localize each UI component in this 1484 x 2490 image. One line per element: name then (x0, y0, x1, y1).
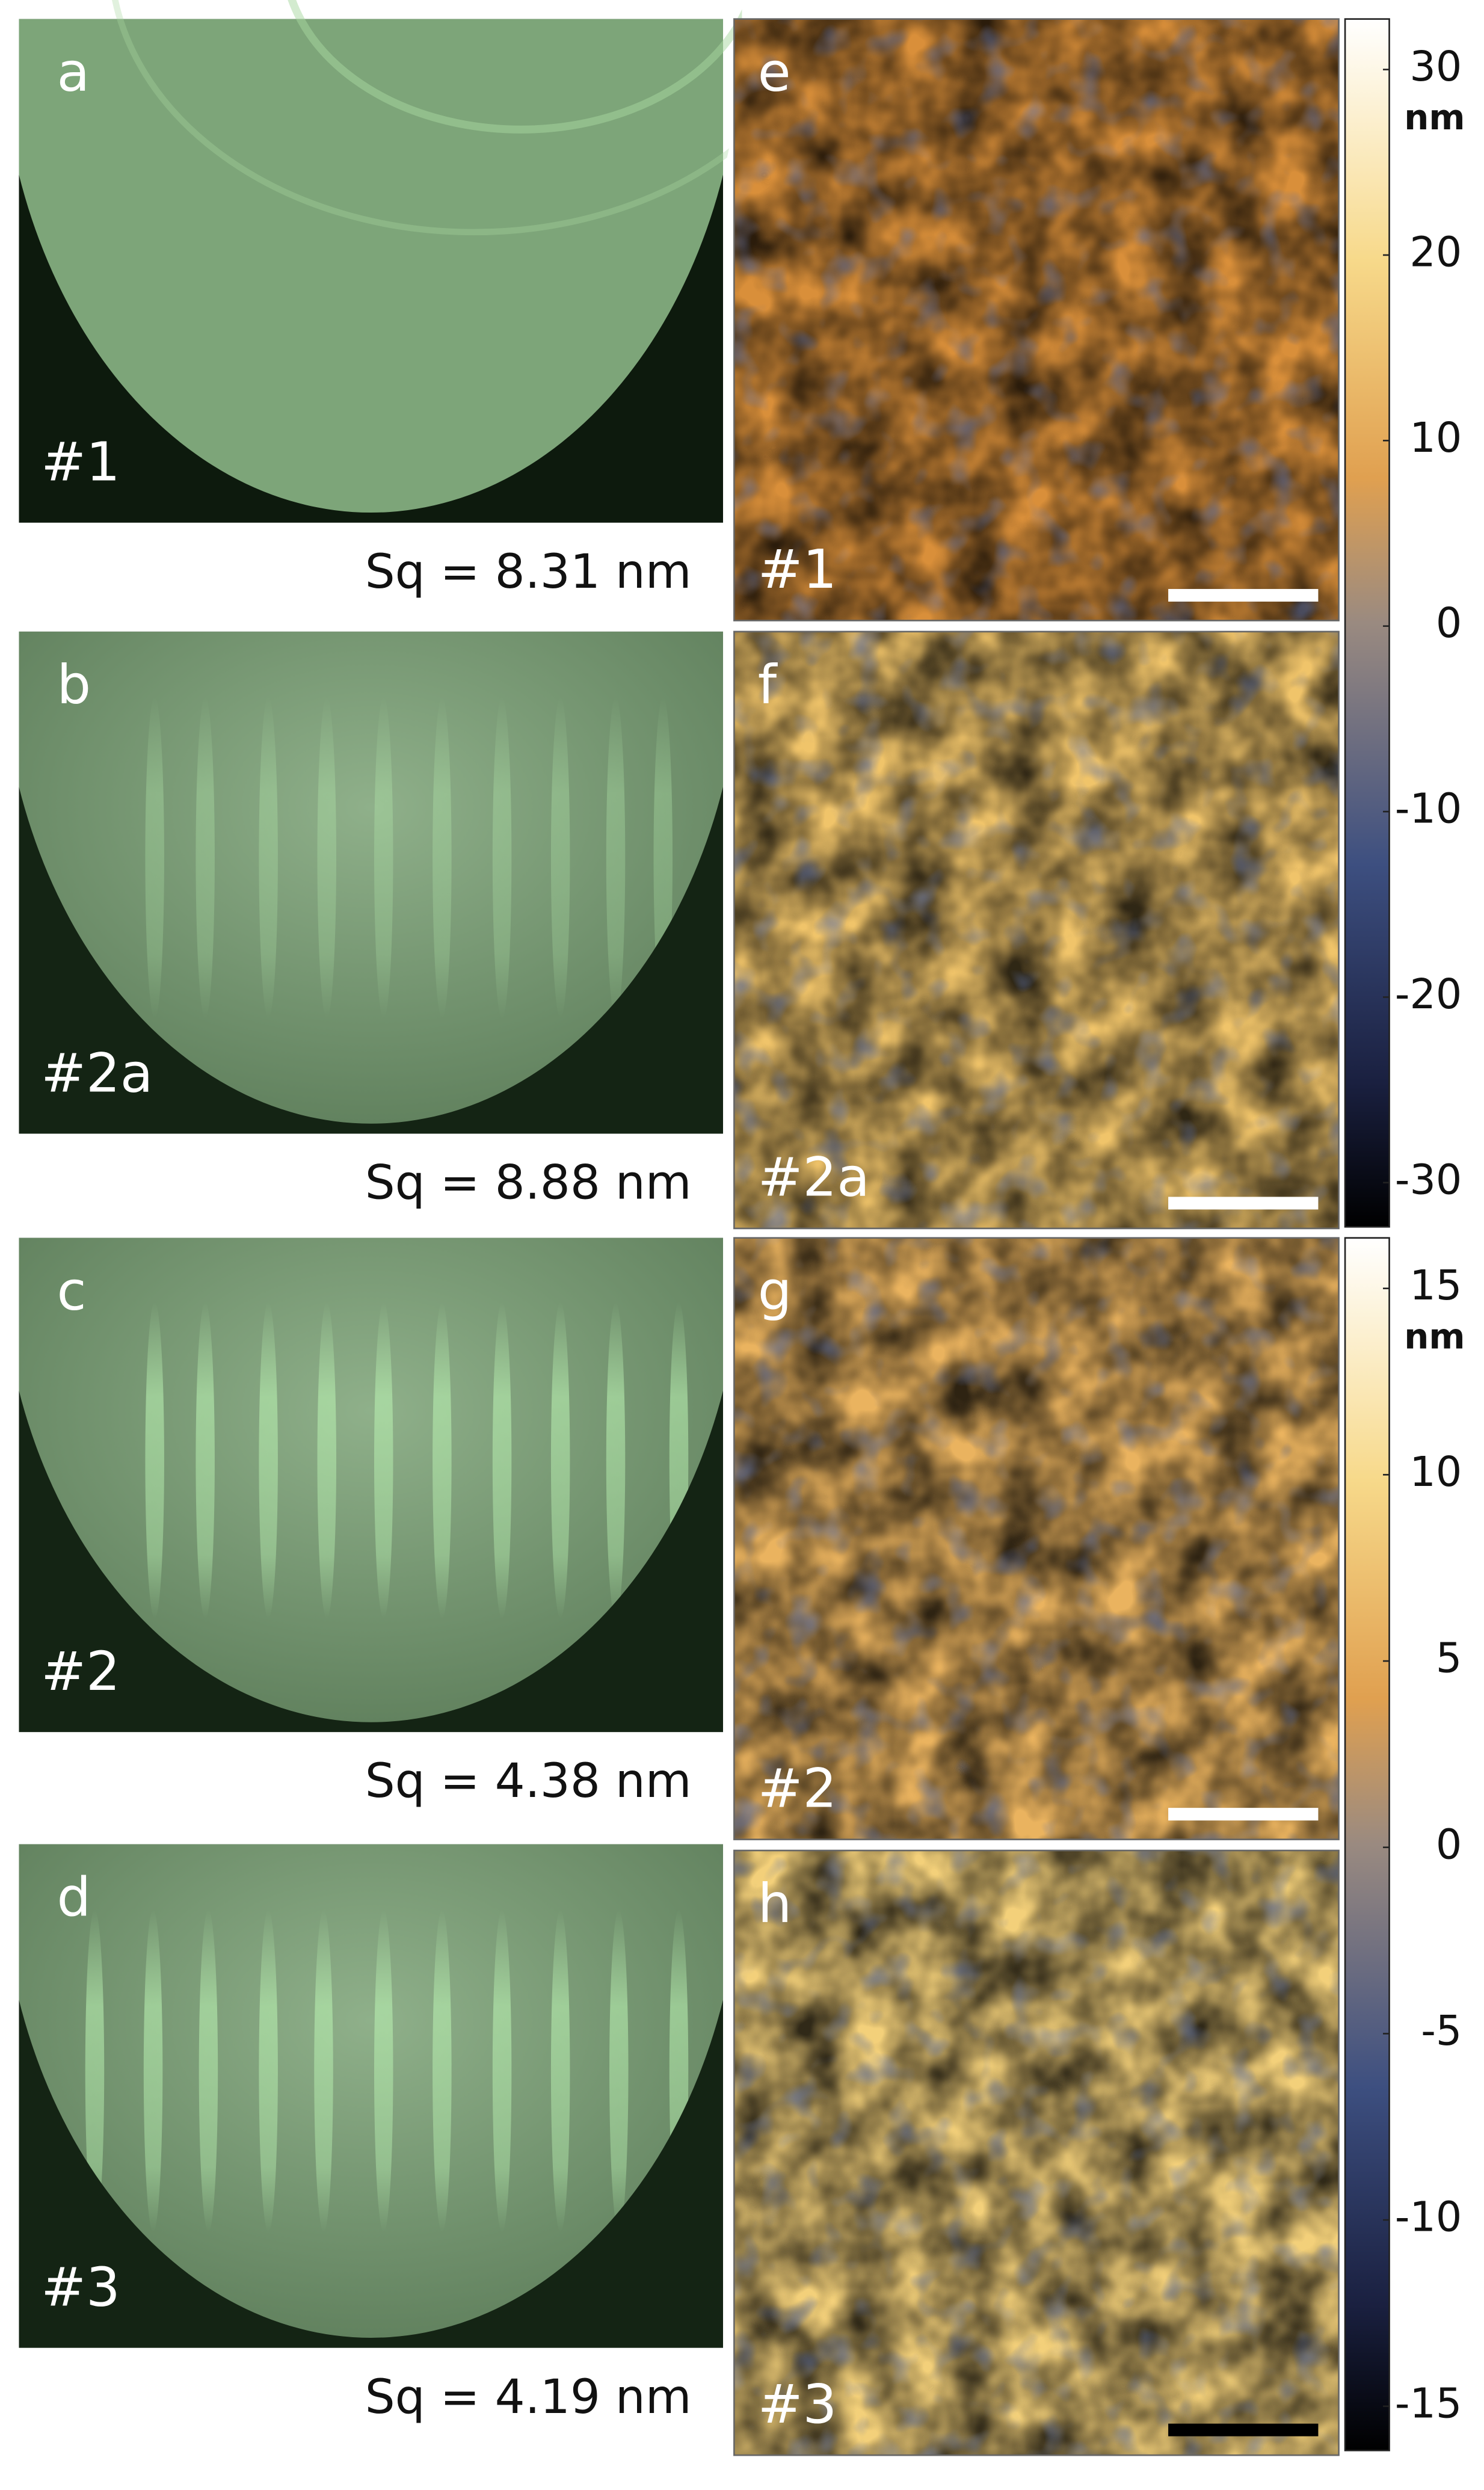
colorbar-tick-label: 10 (1409, 1449, 1462, 1496)
streak (199, 1909, 218, 2233)
sample-label: #2 (41, 1641, 120, 1703)
panel-border (733, 1849, 1340, 2456)
streak (259, 1302, 278, 1619)
scale-bar (1168, 1808, 1319, 1821)
afm-panel: e #1 (733, 18, 1340, 621)
streak (374, 1302, 393, 1619)
rheed-panel: d #3 Sq = 4.19 nm (19, 1844, 724, 2424)
colorbar-unit: nm (1404, 97, 1465, 138)
colorbar-tick-label: -5 (1421, 2008, 1462, 2055)
rheed-panel: b #2a Sq = 8.88 nm (19, 631, 724, 1210)
colorbar-unit: nm (1404, 1316, 1465, 1357)
colorbar: nm 30 20 10 0 -10 -20 -30 (1344, 18, 1465, 1228)
panel-letter: g (758, 1260, 792, 1323)
colorbar-gradient (1344, 18, 1390, 1228)
streak (433, 697, 452, 1018)
sample-label: #3 (41, 2257, 120, 2319)
roughness-label: Sq = 4.19 nm (365, 2369, 692, 2424)
sample-label: #1 (41, 431, 120, 494)
roughness-label: Sq = 8.31 nm (365, 544, 692, 599)
streak (196, 1302, 215, 1619)
streak (314, 1909, 333, 2233)
scale-bar (1168, 1197, 1319, 1210)
colorbar: nm 15 10 5 0 -5 -10 -15 (1344, 1237, 1465, 2451)
colorbar-tick-label: 5 (1436, 1635, 1462, 1683)
afm-pits (734, 19, 1339, 621)
streak (143, 1909, 163, 2233)
afm-pits (734, 631, 1339, 1228)
streak (550, 1302, 570, 1619)
colorbar-tick-label: 0 (1436, 600, 1462, 647)
colorbar-tick-label: -15 (1395, 2380, 1462, 2427)
panel-letter: e (758, 41, 791, 103)
streak (492, 1302, 512, 1619)
ring (280, 0, 742, 134)
panel-letter: a (57, 41, 90, 103)
streak (609, 1909, 629, 2233)
colorbar-tick-label: 10 (1409, 414, 1462, 462)
panel-letter: f (758, 654, 778, 716)
sample-label: #2a (758, 1147, 870, 1209)
streak (550, 1909, 570, 2233)
afm-panel: f #2a (733, 630, 1340, 1230)
streak (85, 1909, 105, 2233)
rheed-panel: c #2 Sq = 4.38 nm (19, 1237, 724, 1808)
streak (550, 697, 570, 1018)
rheed-panel: a #1 Sq = 8.31 nm (19, 0, 742, 599)
afm-panel: h #3 (733, 1849, 1340, 2456)
ring (107, 0, 742, 236)
streak (433, 1302, 452, 1619)
afm-pits (734, 1850, 1339, 2456)
colorbar-tick-label: -10 (1395, 2194, 1462, 2242)
streak (606, 697, 626, 1018)
sample-label: #2 (758, 1757, 837, 1820)
streak (196, 697, 215, 1018)
streak (606, 1302, 626, 1619)
roughness-label: Sq = 8.88 nm (365, 1155, 692, 1210)
streak (259, 1909, 278, 2233)
sample-label: #2a (41, 1042, 153, 1105)
streak (492, 1909, 512, 2233)
panel-border (733, 630, 1340, 1230)
colorbar-gradient (1344, 1237, 1390, 2451)
scale-bar (1168, 2423, 1319, 2436)
streak (259, 697, 278, 1018)
panel-border (733, 1237, 1340, 1840)
streak (317, 697, 337, 1018)
afm-pits (734, 1237, 1339, 1840)
colorbar-tick-label: -10 (1395, 786, 1462, 833)
streak (317, 1302, 337, 1619)
panel-letter: b (57, 654, 91, 716)
colorbar-tick-label: 20 (1409, 229, 1462, 277)
afm-panel: g #2 (733, 1237, 1340, 1840)
streak (145, 697, 164, 1018)
streak (374, 1909, 393, 2233)
panel-border (733, 18, 1340, 621)
streak (433, 1909, 452, 2233)
streak (492, 697, 512, 1018)
panel-letter: d (57, 1866, 91, 1929)
panel-letter: h (758, 1873, 792, 1935)
streak (374, 697, 393, 1018)
scale-bar (1168, 589, 1319, 602)
sample-label: #1 (758, 538, 837, 601)
colorbar-tick-label: 30 (1409, 43, 1462, 91)
colorbar-tick-label: -20 (1395, 971, 1462, 1018)
streak (145, 1302, 164, 1619)
colorbar-tick-label: -30 (1395, 1156, 1462, 1204)
colorbar-tick-label: 0 (1436, 1821, 1462, 1869)
panel-letter: c (57, 1260, 86, 1323)
colorbar-tick-label: 15 (1409, 1262, 1462, 1310)
sample-label: #3 (758, 2373, 837, 2436)
roughness-label: Sq = 4.38 nm (365, 1753, 692, 1808)
